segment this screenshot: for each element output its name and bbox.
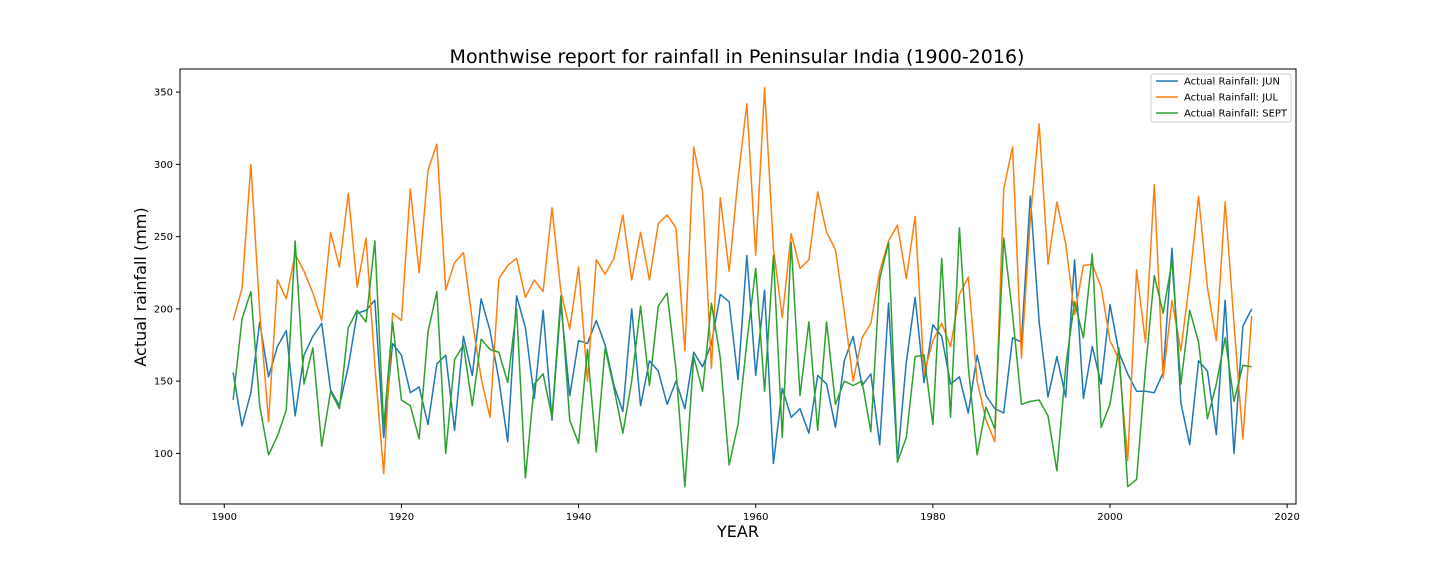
x-tick-label: 1920 [389, 512, 414, 523]
series-line-jul [232, 87, 1253, 475]
legend: Actual Rainfall: JUN Actual Rainfall: JUL… [1150, 73, 1292, 123]
legend-label-jun: Actual Rainfall: JUN [1184, 77, 1280, 88]
x-tick-label: 1940 [566, 512, 591, 523]
x-tick-label: 1960 [743, 512, 768, 523]
series-line-jun [232, 195, 1253, 465]
y-tick-label: 300 [154, 160, 173, 171]
x-axis: 1900 1920 1940 1960 1980 2000 2020 [212, 504, 1300, 523]
y-axis-label: Actual rainfall (mm) [131, 207, 150, 366]
series-line-sept [232, 227, 1252, 488]
y-tick-label: 250 [154, 232, 173, 243]
x-axis-label: YEAR [716, 522, 759, 541]
y-axis: 100 150 200 250 300 350 [154, 88, 180, 460]
legend-label-jul: Actual Rainfall: JUL [1184, 93, 1279, 104]
y-tick-label: 150 [154, 377, 173, 388]
y-tick-label: 350 [154, 88, 173, 99]
y-tick-label: 200 [154, 304, 173, 315]
legend-label-sept: Actual Rainfall: SEPT [1184, 109, 1288, 120]
x-tick-label: 2000 [1097, 512, 1122, 523]
legend-box [1150, 73, 1292, 123]
chart-title: Monthwise report for rainfall in Peninsu… [450, 46, 1025, 68]
x-tick-label: 1980 [920, 512, 945, 523]
x-tick-label: 2020 [1274, 512, 1299, 523]
plot-frame [179, 68, 1297, 505]
series-group [232, 87, 1253, 488]
y-tick-label: 100 [154, 449, 173, 460]
x-tick-label: 1900 [212, 512, 237, 523]
